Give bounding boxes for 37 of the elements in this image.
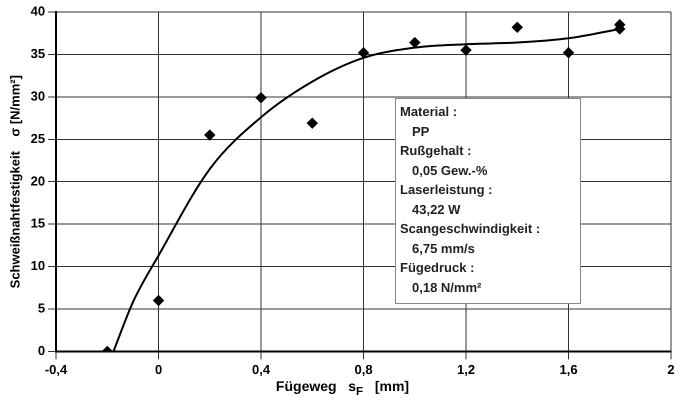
point bbox=[563, 47, 574, 58]
y-tick-label: 10 bbox=[30, 258, 46, 274]
annotation: Fügedruck : bbox=[400, 259, 476, 277]
y-tick-label: 20 bbox=[30, 173, 46, 188]
point bbox=[306, 118, 318, 129]
annotation: Laserleistung : bbox=[400, 181, 494, 199]
x-tick-label: 0,8 bbox=[354, 362, 373, 377]
x-tick-label: 2 bbox=[667, 362, 675, 377]
y-tick-label: 30 bbox=[30, 88, 46, 104]
point bbox=[204, 130, 216, 141]
x-tick-label: 1,2 bbox=[456, 362, 476, 377]
annotation: 0,18 N/mm² bbox=[411, 278, 482, 296]
point bbox=[409, 37, 420, 48]
y-tick-label: 25 bbox=[30, 130, 46, 146]
x-tick-label: 0,4 bbox=[252, 362, 271, 377]
x-tick-label: -0,4 bbox=[44, 362, 68, 377]
annotation: PP bbox=[411, 122, 430, 140]
annotation: 6,75 mm/s bbox=[411, 240, 476, 258]
annotation: 43,22 W bbox=[411, 200, 462, 218]
annotation: Rußgehalt : bbox=[400, 142, 472, 160]
x-tick-label: 0 bbox=[154, 362, 162, 377]
point bbox=[256, 92, 267, 104]
annotation: Scangeschwindigkeit : bbox=[400, 220, 540, 238]
y-tick-label: 40 bbox=[30, 4, 46, 19]
annotation: Material : bbox=[400, 103, 458, 121]
x-tick-label: 1,6 bbox=[559, 362, 578, 377]
y-tick-label: 35 bbox=[30, 46, 46, 62]
point bbox=[512, 22, 523, 33]
y-axis-title: Schweißnahtfestigkeit σ [N/mm²] bbox=[7, 75, 22, 288]
point bbox=[153, 294, 164, 306]
point bbox=[460, 44, 472, 56]
point bbox=[358, 47, 370, 58]
y-tick-label: 0 bbox=[38, 342, 46, 358]
annotation: 0,05 Gew.-% bbox=[411, 162, 488, 180]
y-tick-label: 15 bbox=[30, 216, 46, 231]
y-tick-label: 5 bbox=[38, 300, 46, 316]
x-axis-title: Fügeweg s$_{F}$ [mm] bbox=[274, 378, 410, 398]
